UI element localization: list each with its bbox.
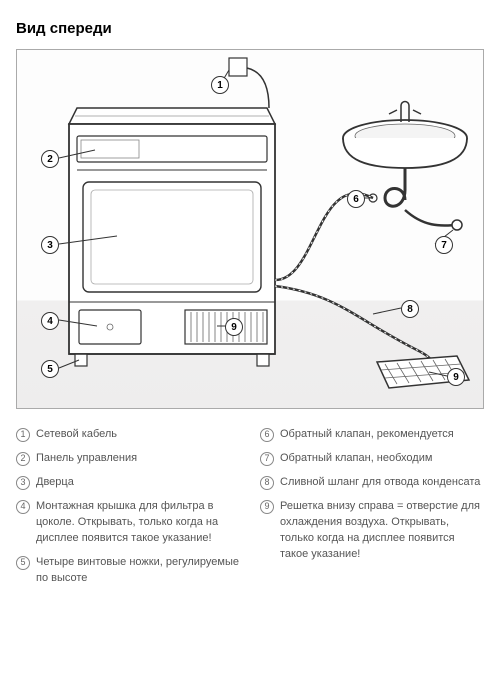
legend-text: Панель управления [36,451,240,467]
callout-9a: 9 [225,318,243,336]
legend-item: 5 Четыре винтовые ножки, регули­руемые п… [16,555,240,587]
legend-item: 2 Панель управления [16,451,240,467]
legend-text: Обратный клапан, необходим [280,451,484,467]
page-title: Вид спереди [16,20,484,37]
legend-num: 2 [16,452,30,466]
legend-num: 8 [260,476,274,490]
page: Вид спереди [0,0,500,605]
legend-text: Монтажная крышка для фильтра в цоколе. О… [36,499,240,547]
legend-item: 6 Обратный клапан, рекомендуется [260,427,484,443]
legend-num: 4 [16,500,30,514]
callout-4: 4 [41,312,59,330]
legend-text: Решетка внизу справа = отверстие для охл… [280,499,484,563]
legend-col-left: 1 Сетевой кабель 2 Панель управления 3 Д… [16,427,240,595]
callout-2: 2 [41,150,59,168]
legend-item: 9 Решетка внизу справа = отверстие для о… [260,499,484,563]
legend-item: 1 Сетевой кабель [16,427,240,443]
legend-text: Дверца [36,475,240,491]
callout-5: 5 [41,360,59,378]
sink [343,102,467,207]
legend-num: 5 [16,556,30,570]
legend-col-right: 6 Обратный клапан, рекомендуется 7 Обрат… [260,427,484,595]
callout-6: 6 [347,190,365,208]
legend-item: 7 Обратный клапан, необходим [260,451,484,467]
legend: 1 Сетевой кабель 2 Панель управления 3 Д… [16,427,484,595]
legend-text: Сливной шланг для отвода кон­денсата [280,475,484,491]
legend-num: 1 [16,428,30,442]
legend-num: 7 [260,452,274,466]
diagram: 1 2 3 4 5 6 7 8 9 9 [16,49,484,409]
legend-num: 3 [16,476,30,490]
callout-1: 1 [211,76,229,94]
callout-3: 3 [41,236,59,254]
legend-text: Обратный клапан, рекомендуется [280,427,484,443]
legend-item: 8 Сливной шланг для отвода кон­денсата [260,475,484,491]
legend-num: 9 [260,500,274,514]
legend-item: 3 Дверца [16,475,240,491]
diagram-svg [17,50,485,410]
dryer-body [69,108,275,366]
legend-num: 6 [260,428,274,442]
callout-9b: 9 [447,368,465,386]
legend-text: Сетевой кабель [36,427,240,443]
legend-item: 4 Монтажная крышка для фильтра в цоколе.… [16,499,240,547]
callout-7: 7 [435,236,453,254]
legend-text: Четыре винтовые ножки, регули­руемые по … [36,555,240,587]
callout-8: 8 [401,300,419,318]
